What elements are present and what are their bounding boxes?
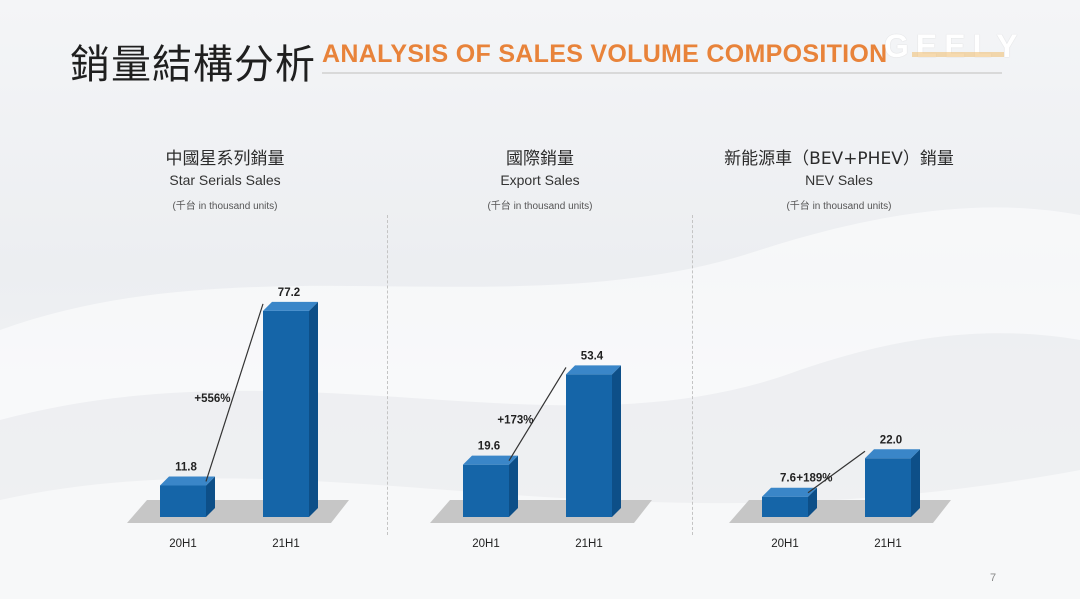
bar-side	[206, 476, 215, 517]
bar-side	[309, 301, 318, 517]
data-label: 22.0	[880, 434, 902, 446]
data-label: 19.6	[478, 441, 500, 453]
panel-divider	[387, 215, 388, 535]
bar	[160, 485, 206, 517]
chart-panel-export: 國際銷量 Export Sales (千台 in thousand units)	[385, 0, 695, 599]
growth-line	[807, 450, 866, 494]
bar-top	[463, 455, 518, 465]
bar	[865, 458, 911, 517]
chart-unit: (千台 in thousand units)	[172, 201, 278, 212]
data-label: 7.6	[780, 473, 796, 485]
bar-top	[566, 365, 621, 375]
chart-panel-star-serials: 中國星系列銷量 Star Serials Sales (千台 in thousa…	[70, 0, 380, 599]
chart-subtitle: Star Serials Sales	[169, 172, 281, 188]
bar	[263, 310, 309, 517]
header: 銷量結構分析 ANALYSIS OF SALES VOLUME COMPOSIT…	[0, 0, 1080, 90]
growth-line	[205, 303, 264, 482]
growth-label: +189%	[796, 472, 832, 484]
data-label: 77.2	[278, 287, 300, 299]
page-title-english: ANALYSIS OF SALES VOLUME COMPOSITION	[322, 40, 888, 68]
chart-title: 新能源車（BEV+PHEV）銷量	[724, 149, 954, 169]
bar-side	[808, 487, 817, 517]
chart-title: 中國星系列銷量	[165, 149, 285, 169]
bar-side	[911, 449, 920, 517]
chart-unit: (千台 in thousand units)	[786, 201, 892, 212]
x-tick-label: 20H1	[472, 538, 500, 550]
chart-panel-nev: 新能源車（BEV+PHEV）銷量 NEV Sales (千台 in thousa…	[684, 0, 994, 599]
x-tick-label: 20H1	[169, 538, 197, 550]
logo-subline	[912, 52, 1004, 57]
page-title: 銷量結構分析	[70, 42, 316, 88]
x-tick-label: 20H1	[771, 538, 799, 550]
x-tick-label: 21H1	[575, 538, 603, 550]
bar-top	[263, 301, 318, 311]
data-label: 11.8	[175, 461, 197, 473]
title-underline	[322, 72, 1002, 74]
chart-subtitle: Export Sales	[500, 172, 580, 188]
bar-side	[509, 455, 518, 517]
growth-line	[508, 367, 567, 461]
chart-unit: (千台 in thousand units)	[487, 201, 593, 212]
page-number: 7	[990, 572, 997, 584]
bar	[463, 464, 509, 517]
x-tick-label: 21H1	[874, 538, 902, 550]
bar-top	[865, 449, 920, 459]
x-tick-label: 21H1	[272, 538, 300, 550]
growth-label: +173%	[497, 415, 533, 427]
bar-side	[612, 365, 621, 517]
growth-label: +556%	[194, 393, 230, 405]
data-label: 53.4	[581, 350, 604, 362]
panel-divider	[692, 215, 693, 535]
bar	[566, 374, 612, 517]
bar	[762, 496, 808, 517]
chart-subtitle: NEV Sales	[805, 172, 873, 188]
chart-title: 國際銷量	[506, 149, 574, 169]
brand-logo: GEELY	[884, 28, 1025, 64]
bar-top	[160, 476, 215, 486]
bar-top	[762, 487, 817, 497]
